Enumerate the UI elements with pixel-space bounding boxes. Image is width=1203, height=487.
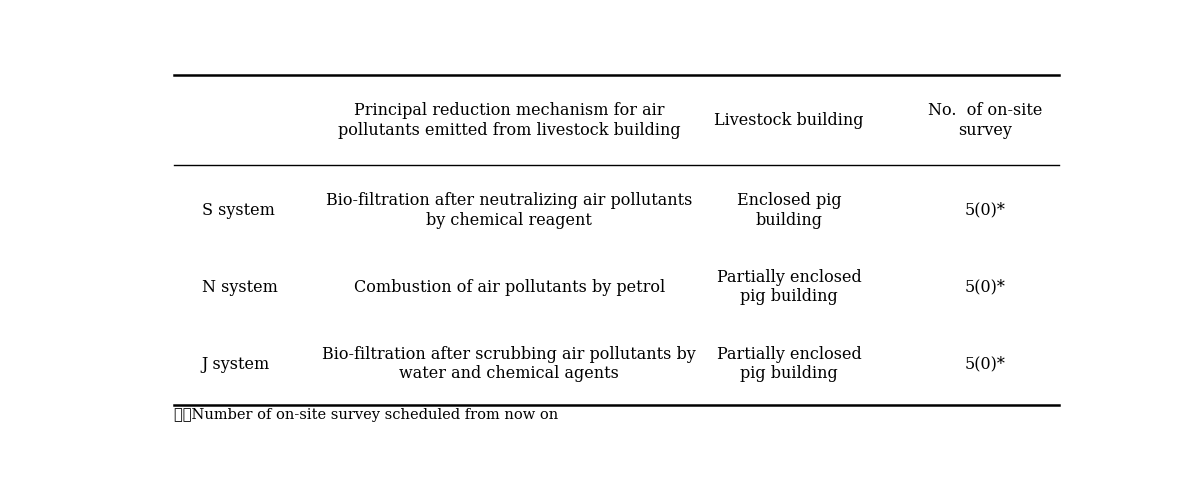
Text: 5(0)*: 5(0)* [965, 356, 1006, 373]
Text: Bio-filtration after scrubbing air pollutants by
water and chemical agents: Bio-filtration after scrubbing air pollu… [322, 346, 697, 382]
Text: Partially enclosed
pig building: Partially enclosed pig building [717, 346, 861, 382]
Text: Principal reduction mechanism for air
pollutants emitted from livestock building: Principal reduction mechanism for air po… [338, 102, 681, 139]
Text: Bio-filtration after neutralizing air pollutants
by chemical reagent: Bio-filtration after neutralizing air po… [326, 192, 693, 228]
Text: N system: N system [202, 279, 278, 296]
Text: J system: J system [202, 356, 269, 373]
Text: Livestock building: Livestock building [715, 112, 864, 129]
Text: 5(0)*: 5(0)* [965, 202, 1006, 219]
Text: 5(0)*: 5(0)* [965, 279, 1006, 296]
Text: Combustion of air pollutants by petrol: Combustion of air pollutants by petrol [354, 279, 665, 296]
Text: S system: S system [202, 202, 274, 219]
Text: ＊：Number of on-site survey scheduled from now on: ＊：Number of on-site survey scheduled fro… [173, 408, 558, 422]
Text: Partially enclosed
pig building: Partially enclosed pig building [717, 269, 861, 305]
Text: No.  of on-site
survey: No. of on-site survey [928, 102, 1042, 139]
Text: Enclosed pig
building: Enclosed pig building [736, 192, 841, 228]
